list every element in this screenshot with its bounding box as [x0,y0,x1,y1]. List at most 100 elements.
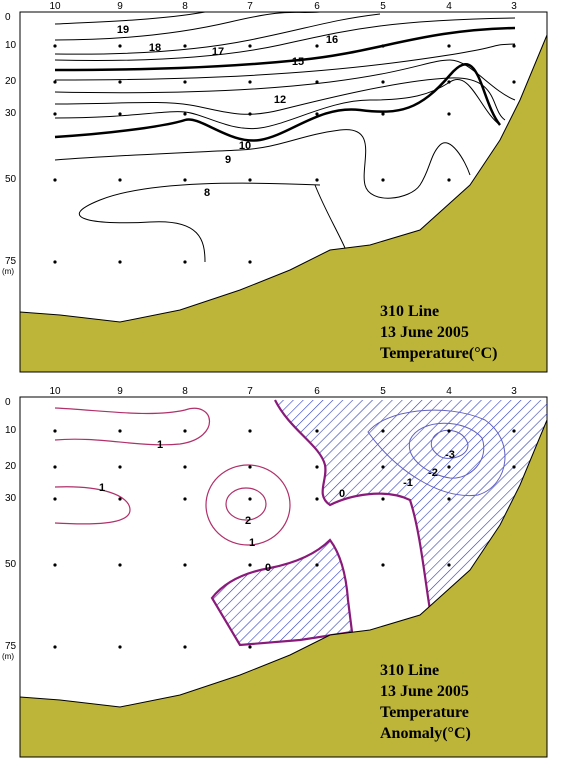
sea-floor [19,419,548,758]
station-dot [53,497,57,501]
contour [205,464,291,546]
station-dot [118,429,122,433]
contour [78,182,321,263]
depth-label: 20 [5,76,17,87]
title: 13 June 2005 [380,324,469,341]
station-dot [447,563,451,567]
station-dot [381,429,385,433]
station-dot [512,80,516,84]
station-label: 8 [182,1,188,12]
station-dot [118,645,122,649]
contour-label: 1 [157,439,163,451]
contour-label: 0 [339,488,345,500]
station-dot [248,465,252,469]
contour [54,17,516,61]
contour-label: 15 [292,56,304,68]
station-dot [447,112,451,116]
title: Temperature [380,704,469,721]
contour-label: 16 [326,34,338,46]
bottom-panel: 1 1 1 2 0 0 -1 -2 -3 310 Line 13 June 20… [19,396,548,758]
title: 310 Line [380,662,439,679]
depth-label: (m) [2,267,14,276]
station-label: 4 [446,1,452,12]
station-dot [248,44,252,48]
title: Temperature(°C) [380,345,497,362]
station-label: 10 [49,1,61,12]
contour [54,486,131,525]
station-dot [53,260,57,264]
contour-label: 12 [274,94,286,106]
station-label: 4 [446,386,452,397]
station-dot [183,260,187,264]
contour [274,399,432,611]
contour-label: 1 [249,537,255,549]
station-dot [53,429,57,433]
station-dot [315,429,319,433]
station-dot [53,178,57,182]
depth-label: 50 [5,559,17,570]
station-label: 8 [182,386,188,397]
contour [54,79,501,130]
station-dot [53,80,57,84]
station-dot [512,44,516,48]
station-dot [183,112,187,116]
station-label: 3 [511,1,517,12]
depth-label: 10 [5,425,17,436]
station-dot [183,178,187,182]
depth-label: 10 [5,40,17,51]
station-dot [53,563,57,567]
contour-label: -1 [403,477,413,489]
station-dot [53,465,57,469]
station-dot [315,465,319,469]
contour [54,407,210,446]
contour [54,26,516,72]
station-dot [447,429,451,433]
station-dot [315,178,319,182]
station-dot [248,429,252,433]
station-label: 6 [314,386,320,397]
station-dot [248,563,252,567]
station-dot [248,645,252,649]
station-dot [183,44,187,48]
depth-label: 0 [5,397,11,408]
top-panel: 19 18 17 16 15 12 10 9 8 310 Line 13 Jun… [19,11,548,373]
contour [54,59,516,101]
station-dot [53,645,57,649]
station-label: 10 [49,386,61,397]
station-dot [183,429,187,433]
station-dot [315,497,319,501]
station-label: 7 [247,386,253,397]
station-dot [118,112,122,116]
depth-label: 30 [5,108,17,119]
station-label: 5 [380,386,386,397]
station-dot [315,563,319,567]
depth-label: 50 [5,174,17,185]
station-dot [381,497,385,501]
station-dot [447,465,451,469]
contour [54,11,321,41]
station-label: 6 [314,1,320,12]
station-dot [118,260,122,264]
contour-label: 2 [245,515,251,527]
title: Anomaly(°C) [380,725,471,742]
title: 13 June 2005 [380,683,469,700]
station-dot [315,44,319,48]
contour [225,487,267,521]
contour-label: 19 [117,24,129,36]
contour-label: 1 [99,482,105,494]
contour [54,13,381,55]
station-label: 7 [247,1,253,12]
station-dot [118,80,122,84]
station-dot [118,465,122,469]
station-dot [248,178,252,182]
contour [314,184,346,249]
depth-label: (m) [2,652,14,661]
station-dot [248,112,252,116]
station-dot [183,645,187,649]
station-dot [248,80,252,84]
station-dot [53,44,57,48]
sea-floor [19,34,548,373]
station-dot [447,497,451,501]
station-dot [118,178,122,182]
station-dot [381,112,385,116]
